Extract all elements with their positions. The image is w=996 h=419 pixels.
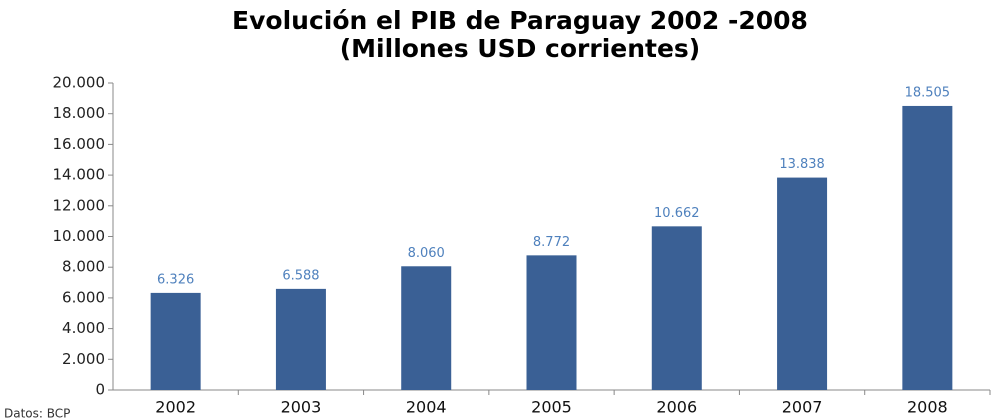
source-note: Datos: BCP [4,407,70,419]
value-label: 6.588 [282,268,319,283]
x-tick-label: 2008 [907,398,948,417]
y-tick-label: 4.000 [62,319,105,337]
y-tick-label: 0 [95,381,105,399]
x-tick-label: 2003 [281,398,322,417]
y-tick-label: 2.000 [62,350,105,368]
value-label: 6.326 [157,272,194,287]
chart-subtitle: (Millones USD corrientes) [340,34,700,63]
y-tick-label: 8.000 [62,258,105,276]
x-tick-label: 2006 [656,398,697,417]
x-tick-label: 2005 [531,398,572,417]
bar [401,266,452,390]
x-tick-label: 2002 [155,398,196,417]
bar [150,292,201,390]
value-label: 8.060 [408,246,445,261]
bar [902,105,953,391]
y-tick-label: 10.000 [53,227,106,245]
bar [275,288,326,390]
value-label: 13.838 [779,157,825,172]
y-tick-label: 18.000 [53,104,106,122]
value-label: 8.772 [533,235,570,250]
y-tick-label: 14.000 [53,166,106,184]
bar [526,255,577,390]
bar [777,177,828,390]
y-tick-label: 16.000 [53,135,106,153]
chart-title: Evolución el PIB de Paraguay 2002 -2008 [232,6,808,35]
x-tick-label: 2007 [782,398,823,417]
value-label: 18.505 [905,85,951,100]
y-tick-label: 20.000 [53,74,106,92]
value-label: 10.662 [654,206,700,221]
x-tick-label: 2004 [406,398,447,417]
y-tick-label: 12.000 [53,196,106,214]
bar [651,226,702,390]
y-tick-label: 6.000 [62,288,105,306]
